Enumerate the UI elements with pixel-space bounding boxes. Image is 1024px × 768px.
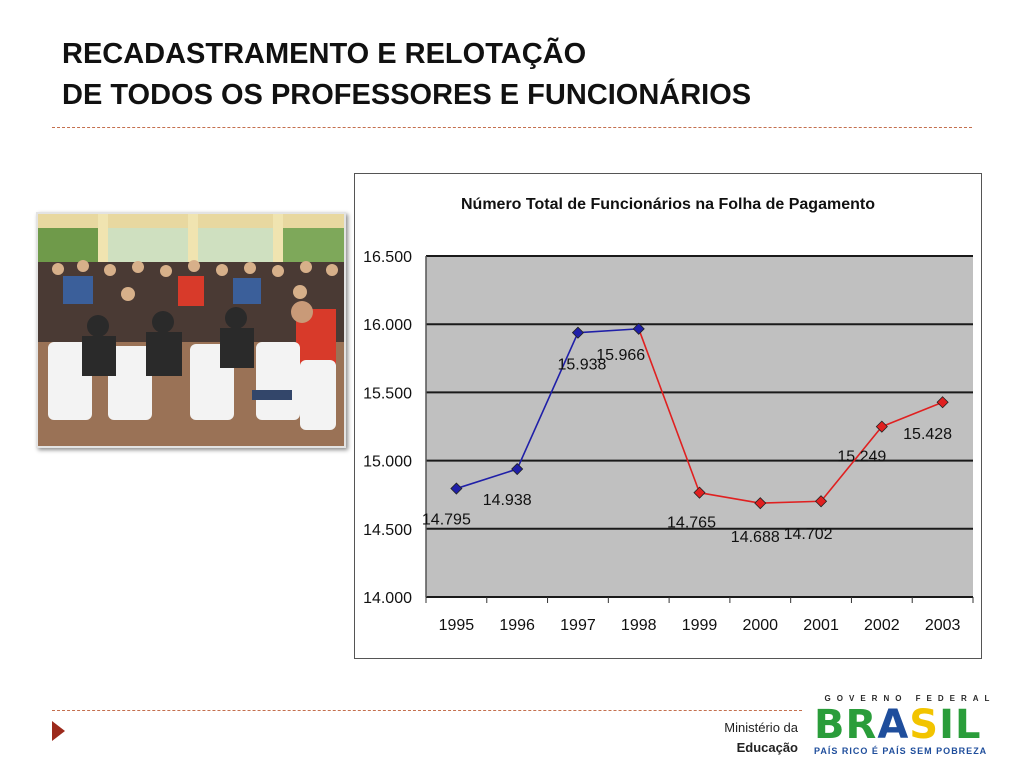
x-tick-label: 2002 (864, 617, 900, 634)
y-tick-label: 16.500 (363, 249, 412, 266)
logo-wordmark-text: BRASIL (814, 702, 981, 748)
data-point (511, 462, 524, 476)
series-segment (760, 500, 822, 504)
data-label: 14.938 (483, 492, 532, 509)
chart-title: Número Total de Funcionários na Folha de… (461, 196, 875, 213)
data-label: 15.428 (903, 426, 952, 443)
slide-title: RECADASTRAMENTO E RELOTAÇÃO DE TODOS OS … (62, 34, 751, 116)
data-point (693, 486, 706, 499)
y-tick-label: 14.000 (363, 590, 412, 607)
meeting-photo-icon (38, 214, 344, 446)
footer-divider (52, 710, 802, 711)
x-tick-label: 2001 (803, 617, 839, 634)
logo-letter: R (845, 702, 878, 748)
ministry-label: Ministério da Educação (690, 718, 798, 758)
x-tick-label: 2000 (742, 617, 778, 634)
data-point (875, 420, 888, 433)
logo-letter: A (877, 702, 910, 748)
x-tick-label: 2003 (925, 617, 961, 634)
series-segment (820, 426, 883, 502)
logo-tagline: PAÍS RICO É PAÍS SEM POBREZA (814, 746, 988, 756)
data-label: 15.249 (837, 449, 886, 466)
meeting-photo (36, 212, 346, 448)
logo-letter: B (814, 702, 846, 748)
x-tick-label: 1996 (499, 617, 535, 634)
logo-letter: I (939, 702, 955, 748)
logo-letter: L (954, 702, 982, 748)
chart-frame: Número Total de Funcionários na Folha de… (354, 173, 982, 659)
governo-federal-logo: GOVERNO FEDERAL BRASIL PAÍS RICO É PAÍS … (812, 694, 1008, 758)
series-segment (577, 328, 639, 334)
series-segment (516, 332, 579, 470)
logo-wordmark: BRASIL (814, 704, 981, 746)
title-divider (52, 127, 972, 128)
x-tick-label: 1998 (621, 617, 657, 634)
plot-area (426, 256, 973, 597)
data-point (936, 396, 949, 409)
x-tick-label: 1997 (560, 617, 596, 634)
data-label: 15.938 (557, 357, 606, 374)
series-segment (637, 328, 701, 493)
data-label: 14.765 (667, 515, 716, 532)
x-tick-label: 1995 (439, 617, 475, 634)
logo-letter: S (909, 702, 940, 748)
data-point (571, 326, 585, 339)
data-point (632, 322, 645, 335)
y-tick-label: 14.500 (363, 522, 412, 539)
next-arrow-icon[interactable] (52, 721, 65, 741)
logo-top-text: GOVERNO FEDERAL (824, 694, 996, 703)
x-tick-label: 1999 (682, 617, 718, 634)
data-point (814, 495, 828, 508)
y-tick-label: 16.000 (363, 317, 412, 334)
series-segment (456, 468, 518, 490)
data-point (450, 482, 463, 495)
series-segment (699, 491, 761, 504)
ministry-line-2: Educação (736, 740, 798, 755)
series-segment (881, 401, 943, 428)
line-chart: Número Total de Funcionários na Folha de… (363, 196, 974, 634)
data-label: 14.795 (422, 512, 471, 529)
data-label: 14.688 (731, 529, 780, 546)
slide-title-line-2: DE TODOS OS PROFESSORES E FUNCIONÁRIOS (62, 79, 752, 111)
data-label: 14.702 (784, 526, 833, 543)
ministry-line-1: Ministério da (724, 720, 798, 735)
y-tick-label: 15.000 (363, 454, 412, 471)
y-tick-label: 15.500 (363, 385, 412, 402)
data-point (754, 497, 767, 510)
data-label: 15.966 (596, 347, 645, 364)
slide-title-line-1: RECADASTRAMENTO E RELOTAÇÃO (62, 38, 587, 70)
